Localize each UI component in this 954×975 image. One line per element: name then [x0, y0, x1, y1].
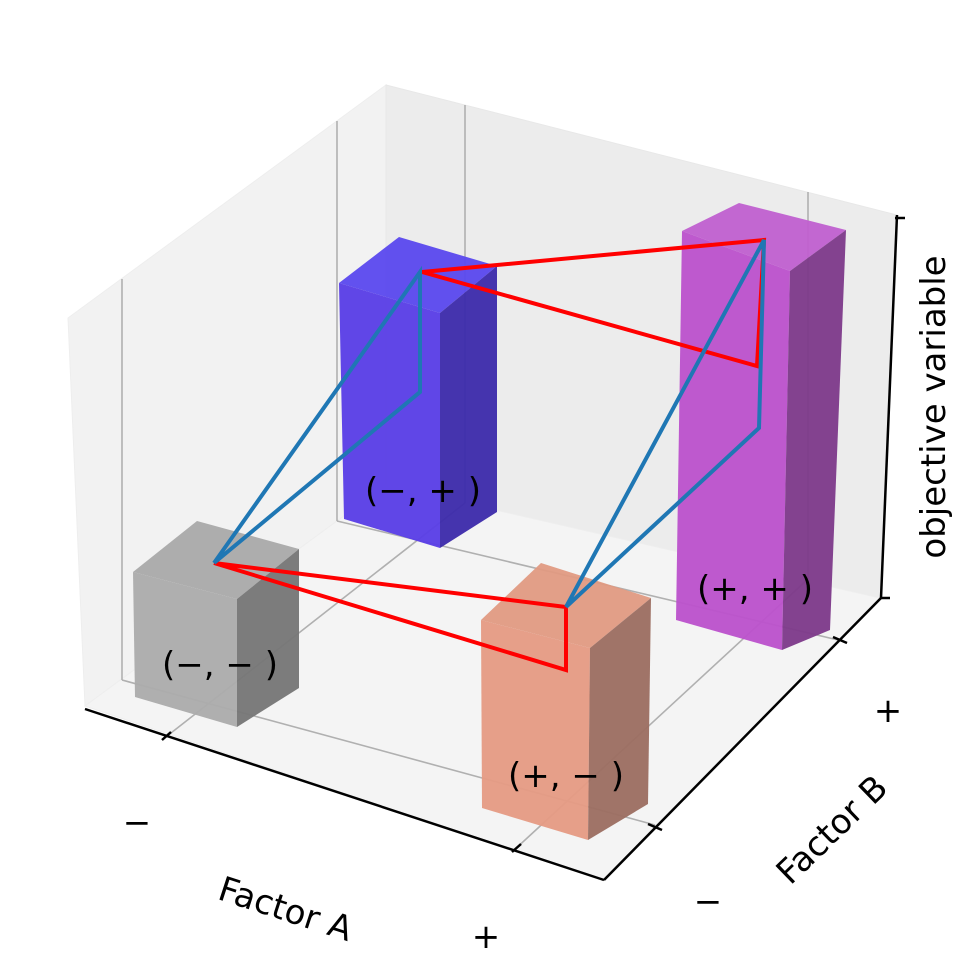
bar-front-face	[481, 620, 590, 840]
axes	[84, 214, 905, 882]
bar-label-plus-minus: (+, − )	[508, 756, 624, 796]
bar-side-face	[237, 549, 299, 727]
bar-label-minus-plus: (−, + )	[365, 471, 481, 511]
blue-line	[564, 239, 766, 609]
y-axis-label: Factor B	[769, 768, 896, 893]
z-axis-line	[879, 214, 899, 599]
x-axis-label: Factor A	[214, 869, 358, 950]
x-tick	[161, 731, 172, 741]
red-line	[213, 561, 568, 673]
blue-interaction-lines	[212, 239, 766, 609]
y-tick	[832, 635, 848, 645]
x-axis-line	[84, 707, 605, 882]
tick-labels: − + − +	[123, 691, 903, 957]
bar-side-face	[588, 598, 651, 840]
bar-side-face	[782, 230, 846, 650]
y-tick-label-plus: +	[874, 691, 903, 731]
bar-plus-minus	[481, 563, 651, 840]
x-tick	[511, 843, 522, 853]
bar-plus-plus	[676, 203, 846, 650]
blue-line	[212, 265, 422, 565]
bar-labels: (−, + ) (+, + ) (−, − ) (+, − )	[162, 471, 813, 796]
z-axis-label: objective variable	[914, 255, 954, 558]
bar-side-face	[440, 266, 497, 548]
y-axis-line	[603, 597, 882, 881]
y-tick	[647, 822, 663, 832]
y-tick-label-minus: −	[694, 882, 723, 922]
bar-label-minus-minus: (−, − )	[162, 645, 278, 685]
bar-top	[682, 203, 846, 271]
bar-label-plus-plus: (+, + )	[697, 569, 813, 609]
bar-front-face	[133, 572, 237, 727]
x-tick-label-plus: +	[472, 917, 501, 957]
x-tick-label-minus: −	[123, 803, 152, 843]
